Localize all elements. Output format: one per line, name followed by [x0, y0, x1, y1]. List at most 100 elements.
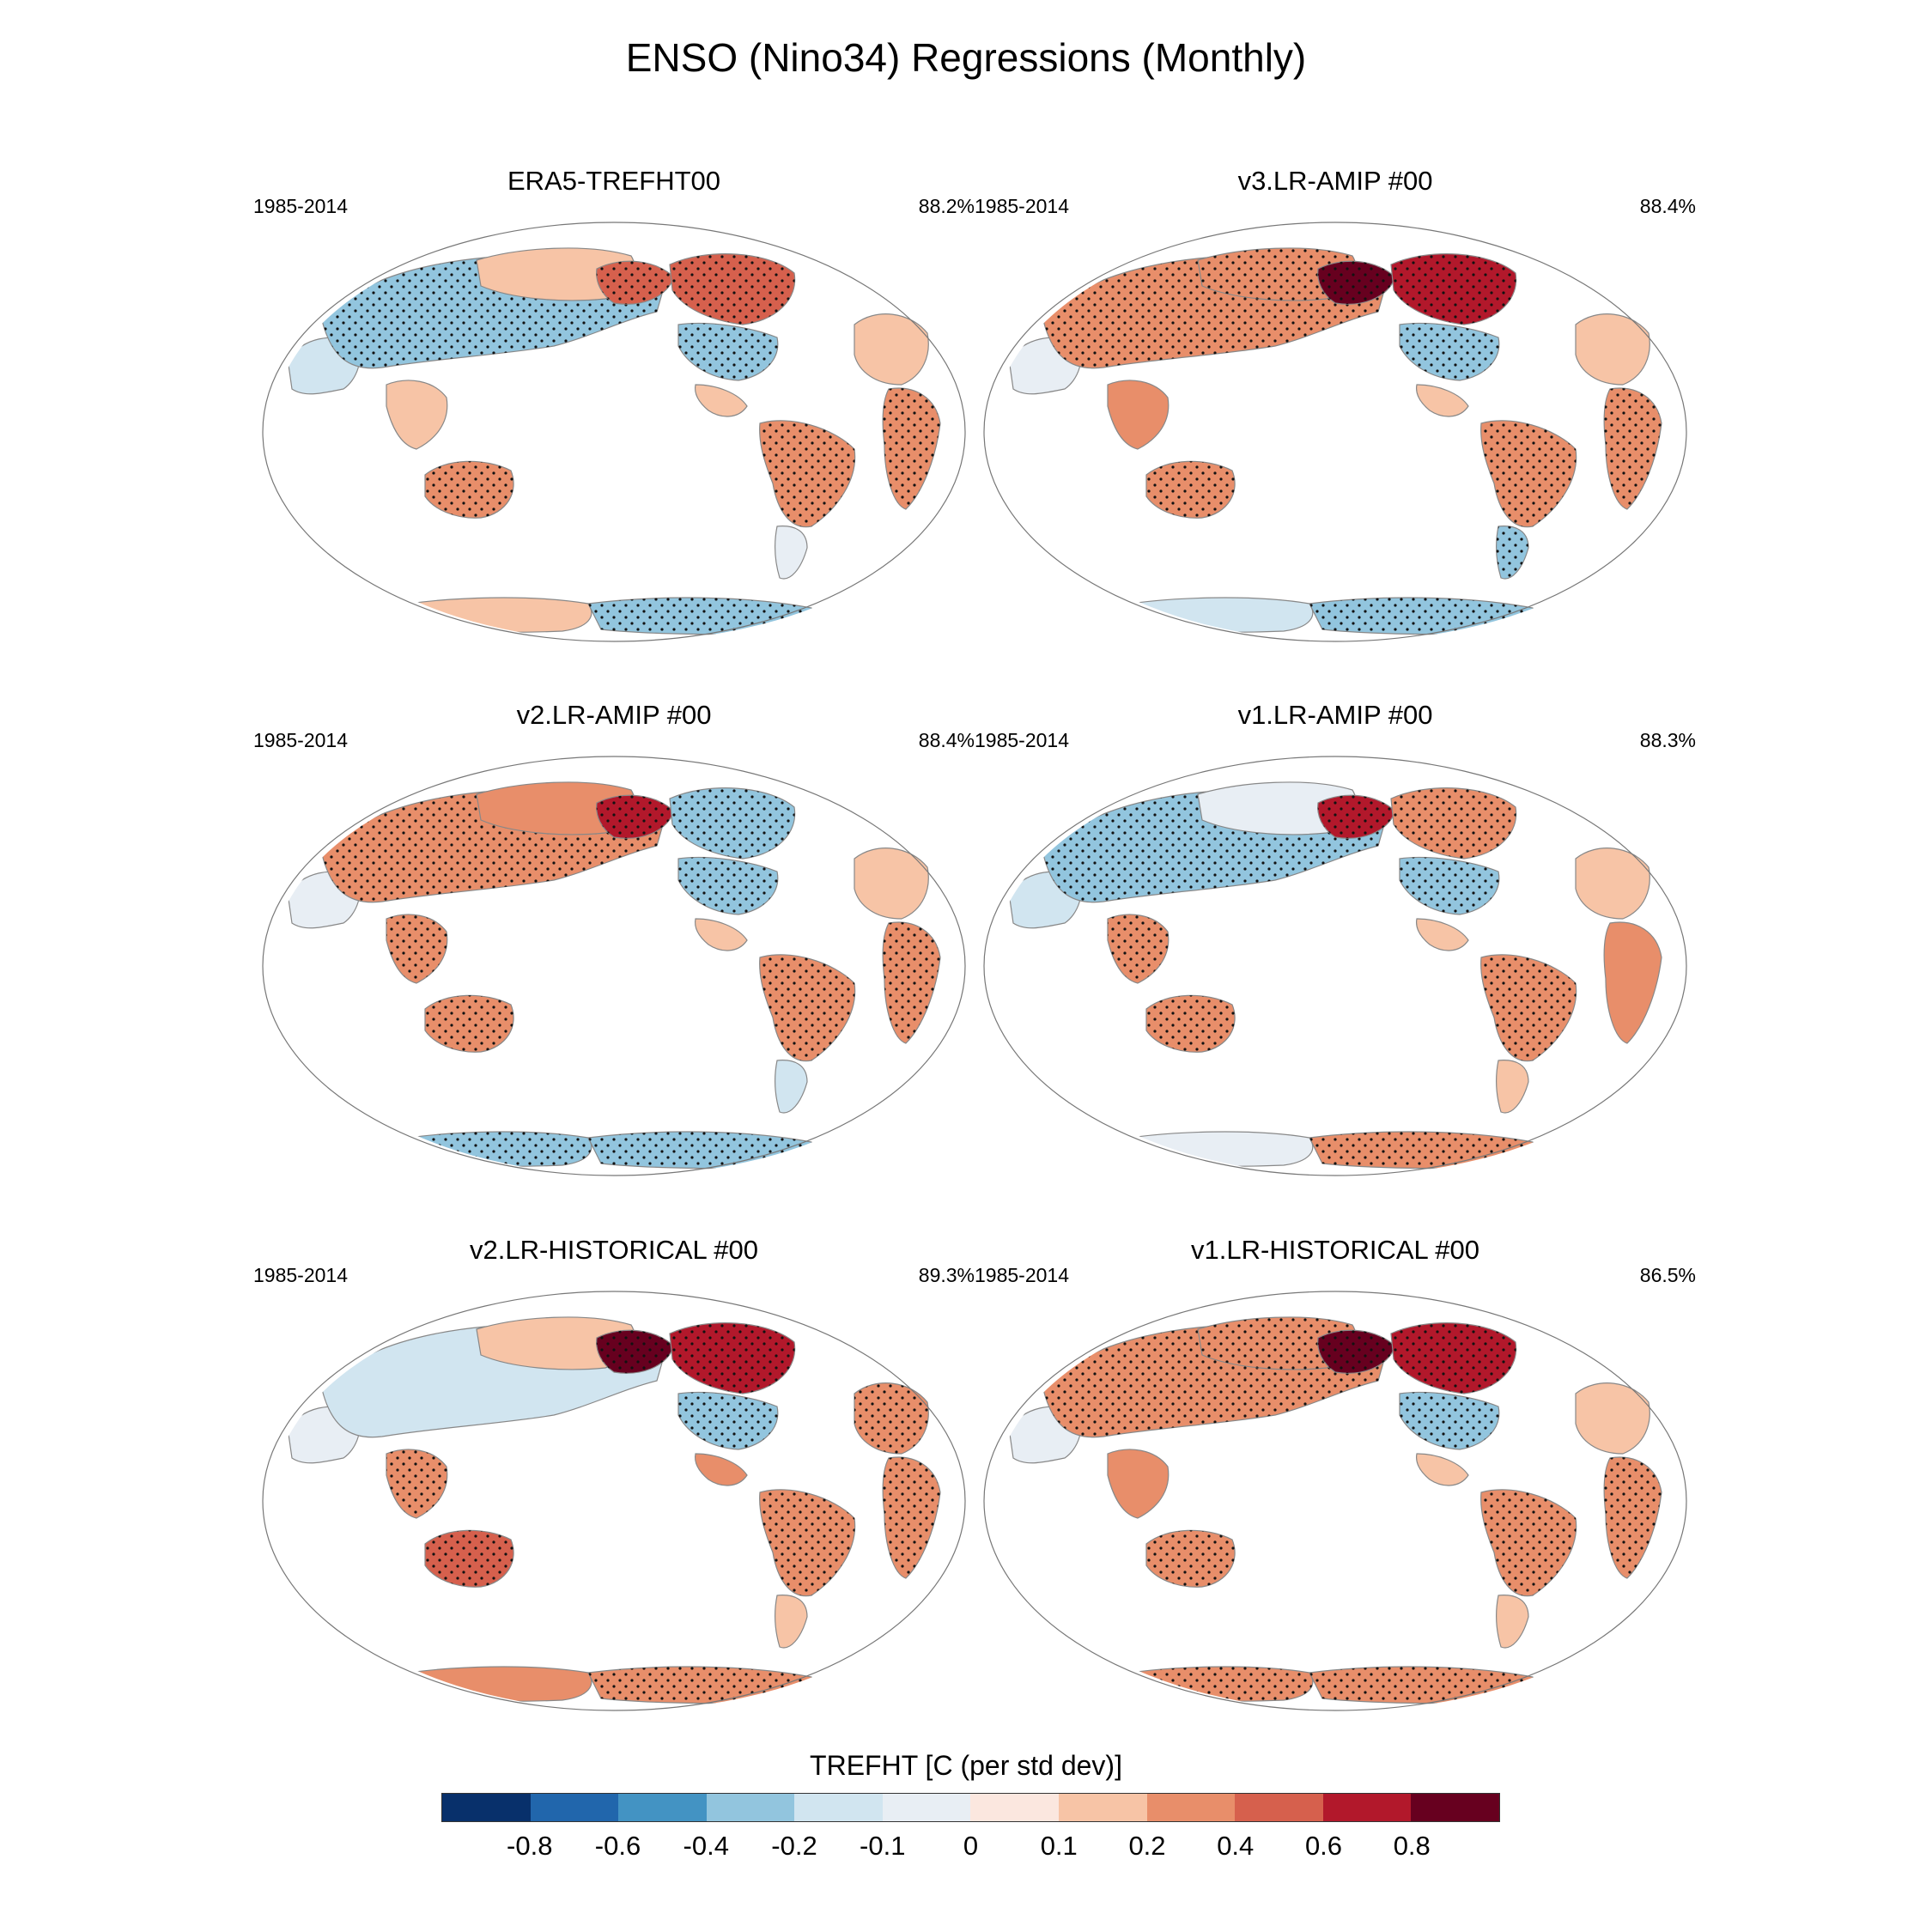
colorbar-tick-label: 0: [963, 1831, 979, 1861]
panel-title: v2.LR-HISTORICAL #00: [470, 1235, 758, 1265]
colorbar-swatch: [618, 1794, 707, 1821]
map-panel: v1.LR-HISTORICAL #00 1985-2014 86.5%: [975, 1235, 1696, 1716]
significance-stippling: [1480, 954, 1577, 1061]
colorbar-tick-label: -0.2: [771, 1831, 817, 1861]
panel-period: 1985-2014: [253, 729, 348, 751]
region-se-asia: [1107, 380, 1170, 450]
significance-stippling: [386, 914, 447, 983]
colorbar-tick-label: 0.4: [1217, 1831, 1255, 1861]
region-se-asia: [386, 380, 448, 450]
colorbar-swatch: [1146, 1794, 1236, 1821]
region-africa-n: [854, 313, 929, 386]
significance-stippling: [678, 323, 778, 380]
significance-stippling: [1480, 1489, 1577, 1596]
significance-stippling: [1146, 1530, 1236, 1588]
significance-stippling: [386, 1449, 447, 1518]
panel-period: 1985-2014: [253, 1264, 348, 1286]
map-border: [262, 222, 966, 642]
significance-stippling: [1391, 253, 1516, 325]
colorbar-swatch: [970, 1794, 1060, 1821]
region-mexico: [694, 1453, 748, 1486]
colorbar-tick-label: -0.4: [683, 1831, 729, 1861]
significance-stippling: [678, 857, 778, 914]
significance-stippling: [1198, 247, 1356, 301]
colorbar-swatch: [882, 1794, 971, 1821]
colorbar-swatch: [442, 1794, 531, 1821]
colorbar-tick-label: 0.1: [1040, 1831, 1078, 1861]
significance-stippling: [1317, 261, 1395, 305]
region-se-asia: [1107, 1449, 1170, 1519]
significance-stippling: [1317, 1330, 1395, 1374]
map-border: [983, 756, 1687, 1176]
panel-period: 1985-2014: [975, 1264, 1069, 1286]
significance-stippling: [596, 795, 674, 839]
significance-stippling: [1146, 461, 1236, 519]
panel-title: ERA5-TREFHT00: [507, 166, 721, 196]
map-panel: v1.LR-AMIP #00 1985-2014 88.3%: [975, 700, 1696, 1181]
map: [262, 222, 966, 642]
region-patagonia: [775, 1060, 808, 1114]
significance-stippling: [588, 598, 815, 635]
significance-stippling: [1391, 787, 1516, 859]
significance-stippling: [1309, 598, 1536, 635]
significance-stippling: [670, 253, 795, 325]
region-mexico: [694, 918, 748, 951]
significance-stippling: [670, 787, 795, 859]
map: [983, 756, 1687, 1176]
colorbar-tick-label: 0.2: [1128, 1831, 1166, 1861]
panel-title: v2.LR-AMIP #00: [516, 700, 712, 730]
region-patagonia: [775, 1595, 808, 1649]
significance-stippling: [1309, 1132, 1536, 1169]
region-africa-n: [1575, 1382, 1650, 1455]
significance-stippling: [883, 388, 940, 509]
panel-title: v1.LR-AMIP #00: [1237, 700, 1433, 730]
region-patagonia: [1496, 1060, 1529, 1114]
significance-stippling: [670, 1322, 795, 1394]
colorbar-tick-label: -0.6: [594, 1831, 641, 1861]
map-border: [983, 1291, 1687, 1711]
region-africa-n: [1575, 848, 1650, 920]
map-border: [262, 756, 966, 1176]
map-panel: v2.LR-HISTORICAL #00 1985-2014 89.3%: [253, 1235, 975, 1716]
significance-stippling: [1496, 526, 1528, 579]
significance-stippling: [588, 1667, 815, 1704]
colorbar-swatch: [706, 1794, 795, 1821]
significance-stippling: [1108, 914, 1169, 983]
significance-stippling: [1400, 1392, 1499, 1449]
colorbar: [441, 1793, 1500, 1822]
colorbar-swatch: [530, 1794, 619, 1821]
region-mexico: [1415, 918, 1469, 951]
map-border: [262, 1291, 966, 1711]
panel-percent: 89.3%: [918, 1264, 975, 1286]
significance-stippling: [425, 461, 514, 519]
panel-period: 1985-2014: [975, 729, 1069, 751]
colorbar-tick-label: -0.1: [860, 1831, 906, 1861]
colorbar-tick-label: 0.6: [1304, 1831, 1343, 1861]
significance-stippling: [883, 922, 940, 1043]
significance-stippling: [883, 1457, 940, 1578]
significance-stippling: [759, 954, 855, 1061]
colorbar-tick-label: -0.8: [507, 1831, 553, 1861]
significance-stippling: [425, 995, 514, 1053]
significance-stippling: [1317, 795, 1395, 839]
panel-percent: 88.4%: [918, 729, 975, 751]
main-title: ENSO (Nino34) Regressions (Monthly): [625, 35, 1307, 80]
significance-stippling: [1309, 1667, 1536, 1704]
region-patagonia: [775, 526, 808, 580]
colorbar-tick-label: 0.8: [1393, 1831, 1431, 1861]
map-panel: ERA5-TREFHT00 1985-2014 88.2%: [253, 166, 975, 647]
map: [983, 1291, 1687, 1711]
map-panel: v3.LR-AMIP #00 1985-2014 88.4%: [975, 166, 1696, 647]
significance-stippling: [1146, 995, 1236, 1053]
significance-stippling: [678, 1392, 778, 1449]
significance-stippling: [1604, 1457, 1662, 1578]
significance-stippling: [759, 420, 855, 527]
significance-stippling: [1480, 420, 1577, 527]
panel-percent: 88.4%: [1639, 195, 1696, 217]
region-patagonia: [1496, 1595, 1529, 1649]
region-africa-n: [1575, 313, 1650, 386]
significance-stippling: [596, 1330, 674, 1374]
panel-period: 1985-2014: [975, 195, 1069, 217]
colorbar-labels: -0.8 -0.6 -0.4 -0.2 -0.1 0 0.1 0.2 0.4 0.6 0.8: [441, 1831, 1500, 1865]
map: [262, 1291, 966, 1711]
